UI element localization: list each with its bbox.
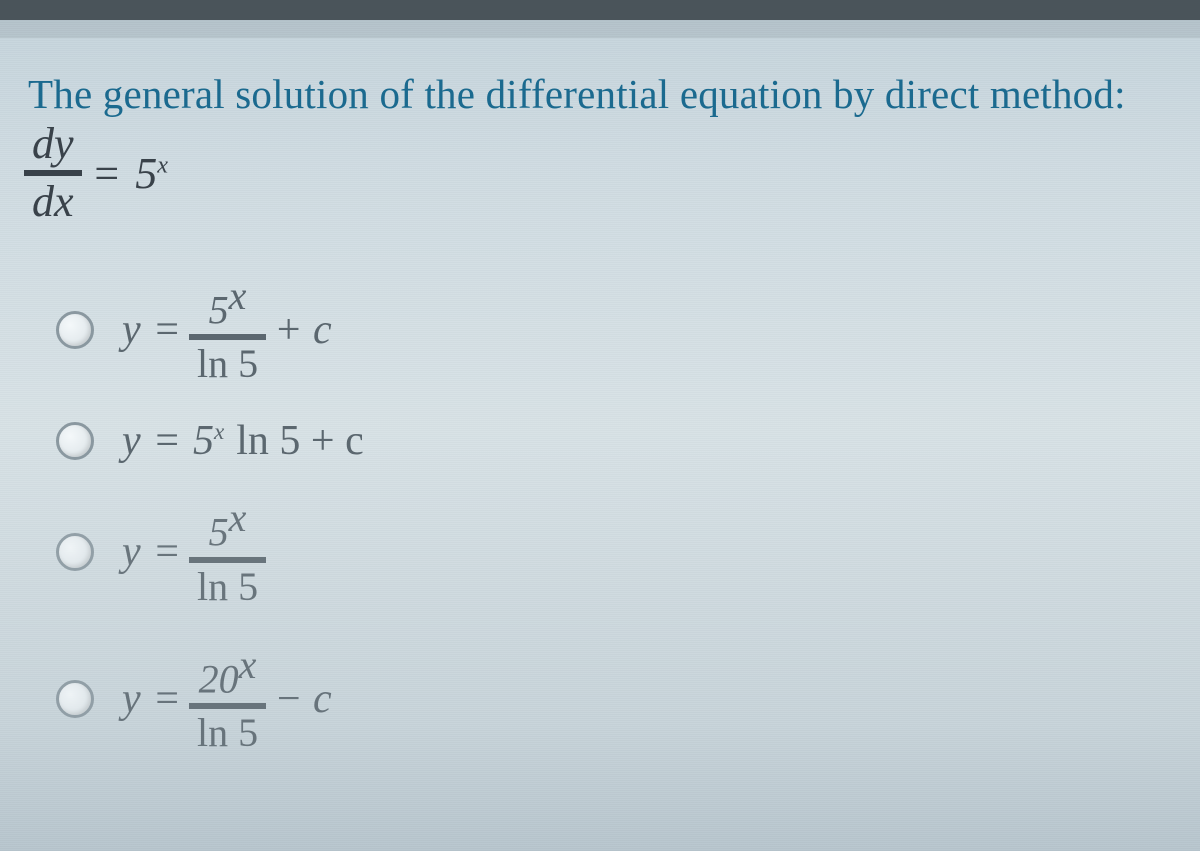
rhs-5-to-x: 5x bbox=[135, 148, 168, 199]
fraction-dy-dx: dy dx bbox=[28, 120, 78, 226]
option-1-fraction: 5x ln 5 bbox=[193, 274, 262, 386]
radio-option-3[interactable] bbox=[56, 533, 94, 571]
answer-options: y = 5x ln 5 + c y = 5x ln 5 + c bbox=[56, 274, 1172, 755]
option-1: y = 5x ln 5 + c bbox=[56, 274, 1172, 386]
option-3: y = 5x ln 5 bbox=[56, 496, 1172, 608]
radio-option-1[interactable] bbox=[56, 311, 94, 349]
question-content: The general solution of the differential… bbox=[28, 70, 1172, 755]
differential-equation: dy dx = 5x bbox=[28, 120, 1172, 226]
question-prompt: The general solution of the differential… bbox=[28, 70, 1172, 118]
equals-sign: = bbox=[92, 148, 122, 199]
option-4: y = 20x ln 5 − c bbox=[56, 643, 1172, 755]
window-top-bar bbox=[0, 0, 1200, 20]
numerator-dy: dy bbox=[28, 120, 78, 168]
option-4-fraction: 20x ln 5 bbox=[193, 643, 262, 755]
option-4-math: y = 20x ln 5 − c bbox=[122, 643, 332, 755]
denominator-dx: dx bbox=[28, 178, 78, 226]
fraction-bar bbox=[24, 170, 82, 176]
option-1-math: y = 5x ln 5 + c bbox=[122, 274, 332, 386]
option-2: y = 5x ln 5 + c bbox=[56, 420, 1172, 462]
radio-option-4[interactable] bbox=[56, 680, 94, 718]
option-2-math: y = 5x ln 5 + c bbox=[122, 420, 364, 462]
radio-option-2[interactable] bbox=[56, 422, 94, 460]
option-3-fraction: 5x ln 5 bbox=[193, 496, 262, 608]
option-3-math: y = 5x ln 5 bbox=[122, 496, 274, 608]
window-sub-bar bbox=[0, 20, 1200, 38]
